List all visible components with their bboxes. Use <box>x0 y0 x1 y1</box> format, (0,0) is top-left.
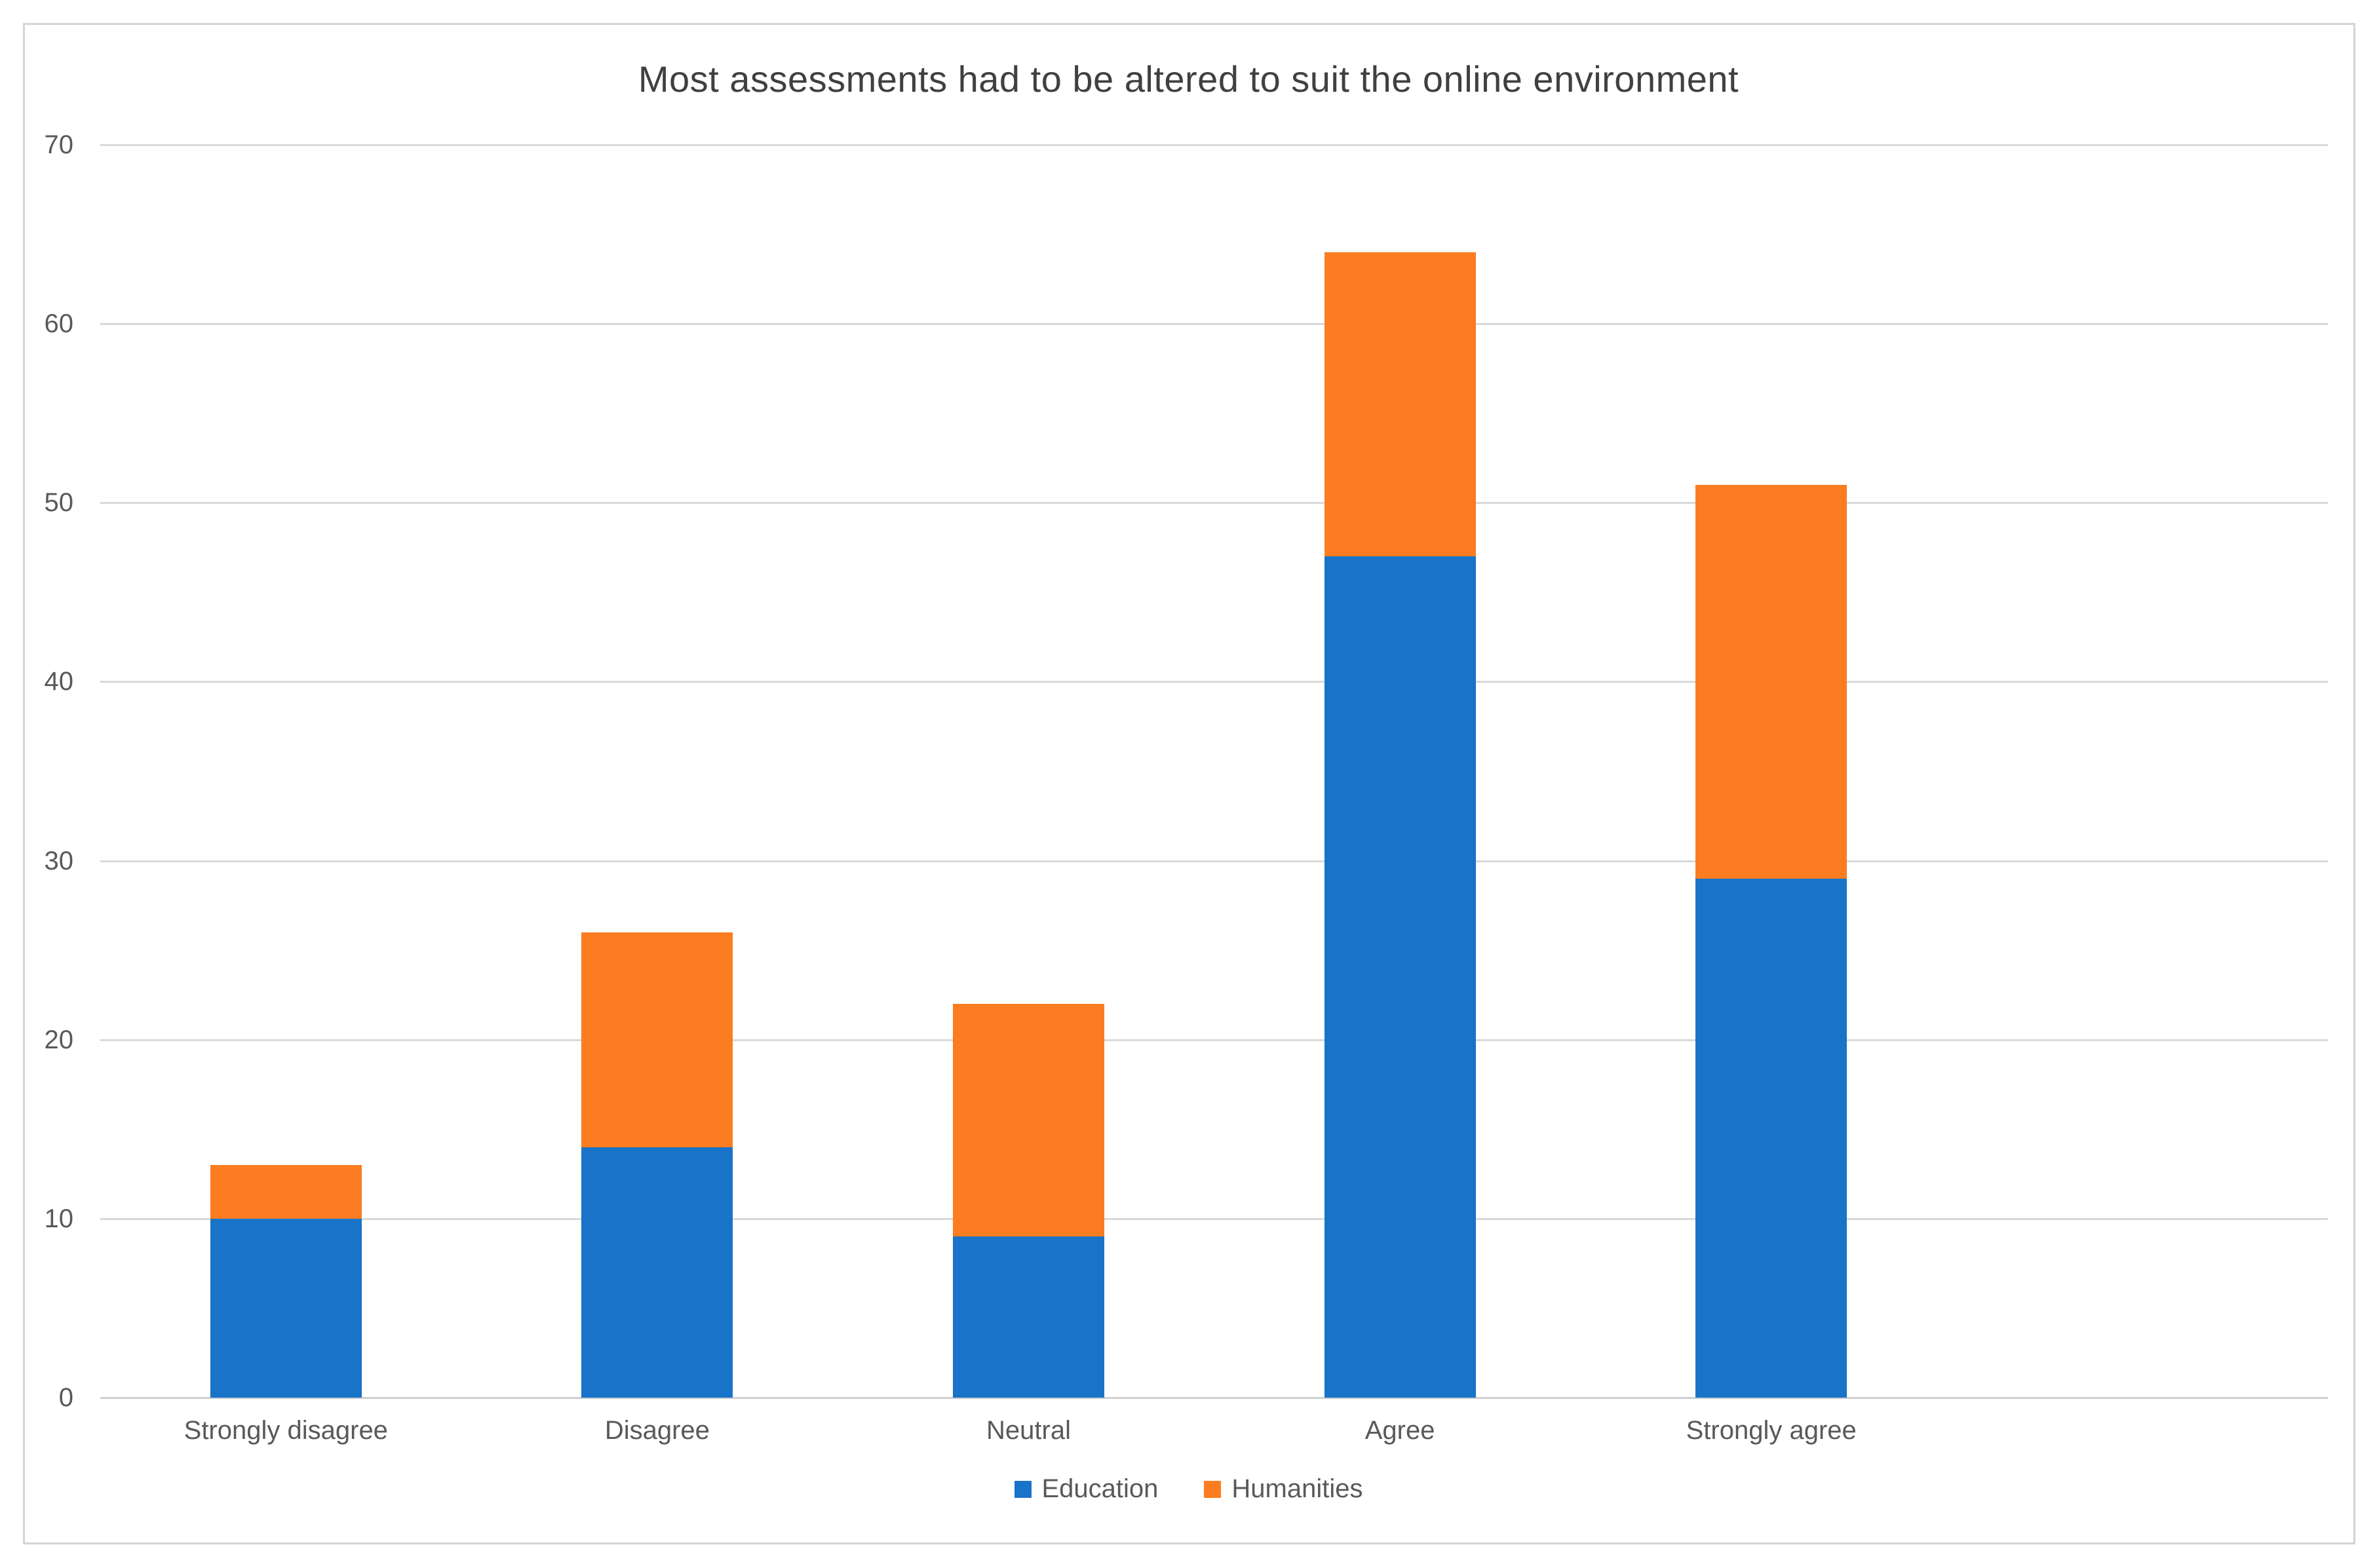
y-tick-label-20: 20 <box>44 1025 74 1054</box>
gridline-y-60 <box>100 323 2328 326</box>
gridline-y-20 <box>100 1039 2328 1041</box>
legend-label-education: Education <box>1041 1474 1159 1503</box>
x-tick-label-strongly-agree: Strongly agree <box>1686 1416 1857 1445</box>
y-tick-label-70: 70 <box>44 130 74 159</box>
x-tick-label-neutral: Neutral <box>986 1416 1071 1445</box>
gridline-y-30 <box>100 860 2328 862</box>
bar-disagree-humanities <box>581 932 733 1147</box>
x-tick-label-agree: Agree <box>1364 1416 1435 1445</box>
chart-border <box>23 23 2355 1544</box>
x-tick-label-disagree: Disagree <box>604 1416 710 1445</box>
bar-strongly-agree-humanities <box>1695 484 1847 879</box>
gridline-y-50 <box>100 502 2328 505</box>
bar-strongly-agree-education <box>1695 878 1847 1398</box>
bar-strongly-disagree-education <box>210 1218 362 1398</box>
gridline-y-10 <box>100 1217 2328 1220</box>
bar-agree-education <box>1324 556 1476 1398</box>
legend: Education Humanities <box>0 1474 2377 1504</box>
gridline-y-40 <box>100 681 2328 683</box>
bar-agree-humanities <box>1324 252 1476 557</box>
bar-neutral-humanities <box>953 1004 1104 1237</box>
bar-neutral-education <box>953 1236 1104 1398</box>
chart-title: Most assessments had to be altered to su… <box>638 58 1739 100</box>
legend-swatch-humanities-icon <box>1204 1480 1222 1498</box>
bar-disagree-education <box>581 1147 733 1398</box>
x-tick-label-strongly-disagree: Strongly disagree <box>184 1416 388 1445</box>
legend-swatch-education-icon <box>1014 1480 1032 1498</box>
bar-strongly-disagree-humanities <box>210 1164 362 1219</box>
legend-item-education: Education <box>1014 1474 1159 1504</box>
gridline-y-70 <box>100 144 2328 146</box>
y-tick-label-0: 0 <box>58 1383 73 1412</box>
y-tick-label-40: 40 <box>44 667 74 697</box>
legend-label-humanities: Humanities <box>1231 1474 1363 1503</box>
y-tick-label-50: 50 <box>44 488 74 518</box>
x-axis-line <box>100 1397 2328 1399</box>
y-tick-label-30: 30 <box>44 846 74 875</box>
y-tick-label-60: 60 <box>44 309 74 339</box>
legend-item-humanities: Humanities <box>1204 1474 1363 1504</box>
y-tick-label-10: 10 <box>44 1204 74 1233</box>
